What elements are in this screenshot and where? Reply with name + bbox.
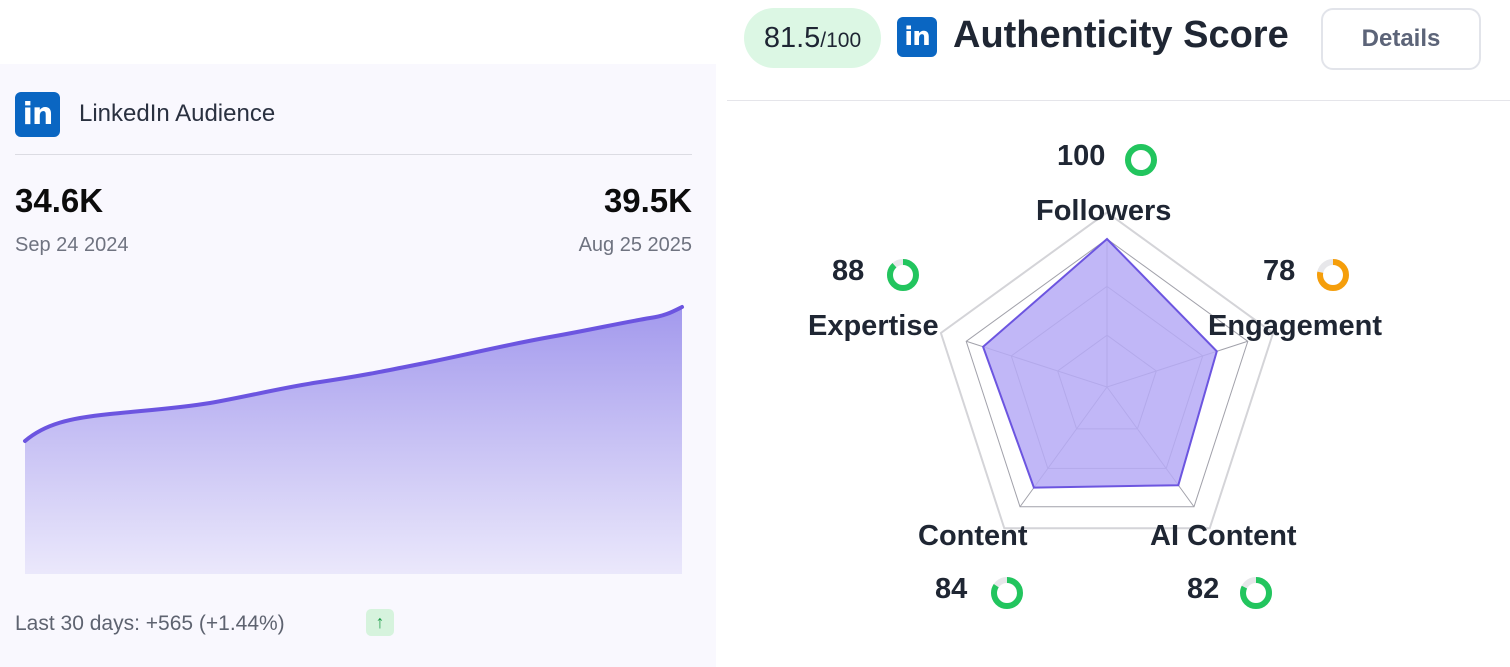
area-line [23,305,684,443]
followers-label: Followers [1036,195,1172,227]
divider [15,154,692,155]
authenticity-score-badge: 81.5/100 [744,8,881,68]
linkedin-logo-icon: in [15,92,60,137]
authenticity-radar-chart [939,211,1275,530]
engagement-progress-ring-icon [1317,259,1349,291]
end-value: 39.5K [603,182,692,219]
ai-content-score: 82 [1187,573,1220,605]
ai-content-progress-ring-icon [1240,577,1272,609]
arrow-up-icon: ↑ [366,609,394,636]
linkedin-logo-icon: in [897,17,937,57]
linkedin-audience-card: in LinkedIn Audience 34.6K 39.5K Sep 24 … [0,64,716,667]
followers-score: 100 [1057,140,1106,172]
expertise-progress-ring-icon [887,259,919,291]
header-divider [727,100,1510,101]
engagement-label: Engagement [1208,310,1383,342]
content-score: 84 [935,573,968,605]
engagement-score: 78 [1263,255,1296,287]
start-date: Sep 24 2024 [15,234,129,256]
ai-content-label: AI Content [1150,520,1297,552]
expertise-label: Expertise [808,310,939,342]
radar-grid-ring [965,238,1249,508]
expertise-score: 88 [832,255,865,287]
radar-grid-ring [939,211,1275,530]
content-label: Content [918,520,1028,552]
start-value: 34.6K [15,182,104,219]
score-value: 81.5 [763,22,821,54]
last-30-days-stat: Last 30 days: +565 (+1.44%) [15,612,285,635]
area-fill [25,307,682,574]
followers-progress-ring-icon [1125,144,1157,176]
audience-area-chart [23,305,684,574]
end-date: Aug 25 2025 [578,234,692,256]
score-max: /100 [820,29,862,52]
radar-area [981,237,1218,489]
audience-title: LinkedIn Audience [79,100,276,127]
content-progress-ring-icon [991,577,1023,609]
details-button[interactable]: Details [1321,8,1481,70]
authenticity-title: Authenticity Score [953,14,1289,56]
